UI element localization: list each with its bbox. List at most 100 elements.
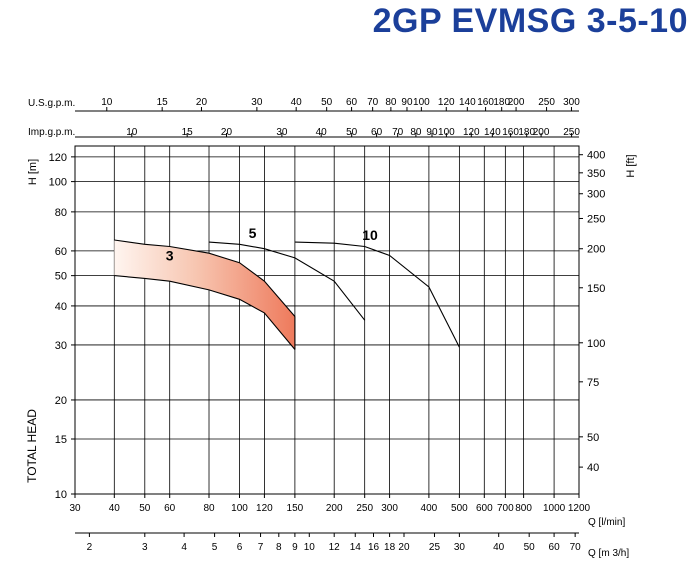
x-tick-label: 120 — [256, 503, 273, 514]
m3h-tick-label: 70 — [570, 542, 582, 553]
y-tick-label: 80 — [55, 207, 67, 219]
series-5-curve — [208, 241, 366, 321]
series-3-lower-curve — [114, 275, 296, 350]
usgpm-tick-label: 160 — [477, 97, 494, 108]
impgpm-tick-label: 100 — [438, 127, 455, 138]
plot-frame — [74, 145, 580, 495]
total-head-label: TOTAL HEAD — [25, 409, 39, 483]
m3h-tick-label: 16 — [368, 542, 380, 553]
usgpm-tick-label: 120 — [438, 97, 455, 108]
y-tick-label: 50 — [55, 271, 67, 283]
ft-tick-label: 250 — [587, 213, 605, 225]
ft-tick-label: 100 — [587, 338, 605, 350]
usgpm-tick-label: 70 — [367, 97, 379, 108]
usgpm-tick-label: 100 — [413, 97, 430, 108]
impgpm-tick-label: 70 — [392, 127, 404, 138]
x-tick-label: 150 — [287, 503, 304, 514]
x-tick-label: 60 — [164, 503, 176, 514]
usgpm-axis-label: U.S.g.p.m. — [28, 98, 75, 109]
impgpm-tick-label: 30 — [276, 127, 288, 138]
x-tick-label: 400 — [421, 503, 438, 514]
y-tick-label: 30 — [55, 340, 67, 352]
usgpm-tick-label: 10 — [101, 97, 113, 108]
usgpm-tick-label: 200 — [508, 97, 525, 108]
series-10-curve — [294, 241, 460, 348]
impgpm-tick-label: 90 — [426, 127, 438, 138]
impgpm-tick-label: 10 — [126, 127, 138, 138]
y-tick-label: 60 — [55, 246, 67, 258]
y-tick-label: 10 — [55, 489, 67, 501]
impgpm-tick-label: 200 — [533, 127, 550, 138]
x-tick-label: 50 — [139, 503, 151, 514]
m3h-tick-label: 20 — [398, 542, 410, 553]
x-tick-label: 40 — [109, 503, 121, 514]
m3h-tick-label: 60 — [549, 542, 561, 553]
usgpm-tick-label: 15 — [157, 97, 169, 108]
impgpm-tick-label: 160 — [502, 127, 519, 138]
x-tick-label: 80 — [203, 503, 215, 514]
series-10-label: 10 — [362, 227, 378, 243]
series-3-band — [114, 240, 295, 350]
ft-tick-label: 50 — [587, 432, 599, 444]
y-axis-label-right: H [ft] — [625, 154, 637, 177]
y-tick-label: 100 — [49, 177, 67, 189]
x-tick-label: 200 — [326, 503, 343, 514]
m3h-tick-label: 7 — [258, 542, 264, 553]
usgpm-tick-label: 180 — [493, 97, 510, 108]
impgpm-tick-label: 20 — [221, 127, 233, 138]
x-tick-label: 500 — [451, 503, 468, 514]
y-tick-label: 120 — [49, 152, 67, 164]
m3h-tick-label: 10 — [304, 542, 316, 553]
impgpm-axis-label: Imp.g.p.m. — [28, 127, 75, 138]
m3h-tick-label: 30 — [454, 542, 466, 553]
m3h-tick-label: 5 — [212, 542, 218, 553]
x-tick-label: 250 — [356, 503, 373, 514]
x-tick-label: 300 — [381, 503, 398, 514]
usgpm-tick-label: 50 — [321, 97, 333, 108]
m3h-tick-label: 14 — [350, 542, 362, 553]
usgpm-tick-label: 30 — [251, 97, 263, 108]
x-tick-label: 100 — [231, 503, 248, 514]
impgpm-tick-label: 140 — [484, 127, 501, 138]
x-axis-label: Q [l/min] — [588, 517, 625, 528]
y-tick-label: 15 — [55, 434, 67, 446]
x-tick-label: 30 — [69, 503, 81, 514]
usgpm-tick-label: 140 — [459, 97, 476, 108]
y-tick-label: 20 — [55, 395, 67, 407]
ft-tick-label: 300 — [587, 189, 605, 201]
usgpm-tick-label: 20 — [196, 97, 208, 108]
grid — [74, 145, 580, 495]
m3h-tick-label: 18 — [384, 542, 396, 553]
x-tick-label: 600 — [476, 503, 493, 514]
impgpm-tick-label: 60 — [371, 127, 383, 138]
ft-tick-label: 200 — [587, 244, 605, 256]
m3h-tick-label: 6 — [237, 542, 243, 553]
series-5-label: 5 — [249, 225, 257, 241]
page-title: 2GP EVMSG 3-5-10 — [372, 2, 688, 40]
impgpm-tick-label: 15 — [182, 127, 194, 138]
m3h-axis-label: Q [m 3/h] — [588, 548, 629, 559]
impgpm-tick-label: 180 — [518, 127, 535, 138]
m3h-tick-label: 40 — [493, 542, 505, 553]
top-axes: U.S.g.p.m. Imp.g.p.m. 10 15 20 30 40 50 60 70 80 90… — [28, 97, 580, 138]
usgpm-tick-label: 250 — [538, 97, 555, 108]
series-layer: 3 5 10 — [114, 225, 460, 350]
x-tick-label: 700 — [497, 503, 514, 514]
series-3-label: 3 — [166, 247, 174, 263]
impgpm-tick-label: 80 — [410, 127, 422, 138]
impgpm-tick-label: 40 — [316, 127, 328, 138]
bottom-axes: 30 40 50 60 80 100 120 150 200 250 300 400 500 600 700… — [69, 494, 629, 559]
m3h-tick-label: 9 — [292, 542, 298, 553]
m3h-tick-label: 8 — [276, 542, 282, 553]
right-axis: 40 50 75 100 150 200 250 300 350 400 H [ft] — [579, 150, 637, 474]
usgpm-tick-label: 90 — [401, 97, 413, 108]
ft-tick-label: 75 — [587, 377, 599, 389]
ft-tick-label: 400 — [587, 150, 605, 162]
m3h-tick-label: 50 — [524, 542, 536, 553]
left-axis: 10 15 20 30 40 50 60 80 100 120 H [m] TOTAL HEAD — [25, 152, 75, 501]
impgpm-tick-label: 120 — [463, 127, 480, 138]
ft-tick-label: 350 — [587, 168, 605, 180]
series-3-upper-curve — [114, 239, 296, 317]
impgpm-tick-label: 50 — [346, 127, 358, 138]
y-tick-label: 40 — [55, 301, 67, 313]
